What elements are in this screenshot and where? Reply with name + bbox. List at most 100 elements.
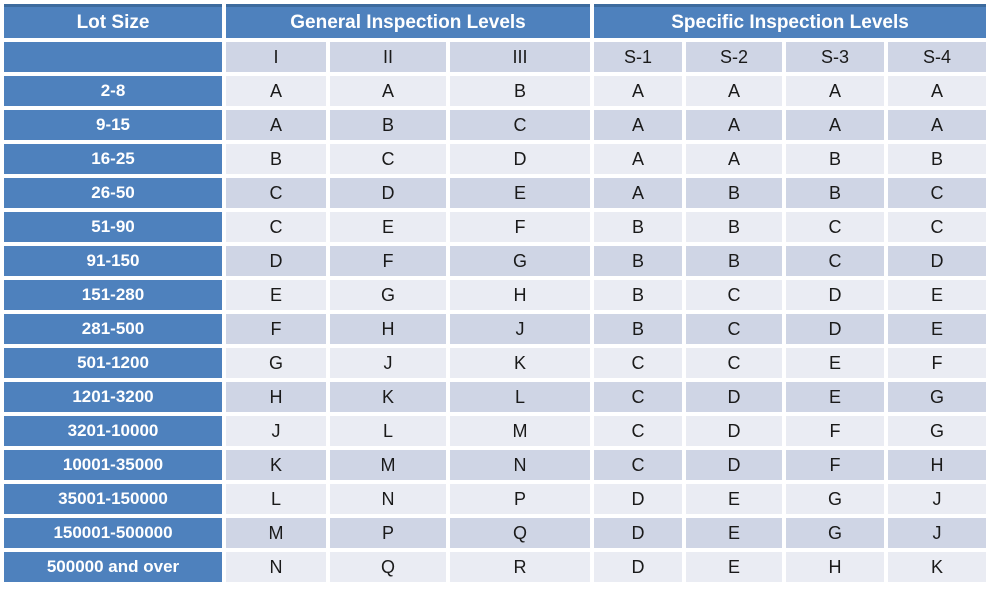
level-value-cell: B <box>450 76 590 106</box>
level-value-cell: C <box>686 280 782 310</box>
level-value-cell: G <box>786 518 884 548</box>
level-value-cell: J <box>450 314 590 344</box>
level-value-cell: H <box>226 382 326 412</box>
level-value-cell: Q <box>450 518 590 548</box>
level-value-cell: K <box>888 552 987 582</box>
header-general-inspection-levels: General Inspection Levels <box>226 4 590 38</box>
level-value-cell: G <box>450 246 590 276</box>
level-value-cell: D <box>594 552 682 582</box>
table-row: 3201-10000 J L M C D F G <box>4 416 987 446</box>
table-row: 51-90 C E F B B C C <box>4 212 987 242</box>
level-value-cell: G <box>888 416 987 446</box>
level-value-cell: N <box>450 450 590 480</box>
level-value-cell: N <box>330 484 446 514</box>
level-value-cell: B <box>686 212 782 242</box>
level-value-cell: L <box>226 484 326 514</box>
table-row: 91-150 D F G B B C D <box>4 246 987 276</box>
level-value-cell: F <box>330 246 446 276</box>
level-value-cell: D <box>594 484 682 514</box>
table-row: 501-1200 G J K C C E F <box>4 348 987 378</box>
level-value-cell: C <box>226 178 326 208</box>
lot-size-cell: 150001-500000 <box>4 518 222 548</box>
level-value-cell: A <box>594 110 682 140</box>
level-value-cell: C <box>786 212 884 242</box>
table-row: 281-500 F H J B C D E <box>4 314 987 344</box>
level-value-cell: A <box>594 76 682 106</box>
level-value-cell: D <box>686 416 782 446</box>
table-row: 2-8 A A B A A A A <box>4 76 987 106</box>
level-value-cell: C <box>594 348 682 378</box>
level-value-cell: H <box>888 450 987 480</box>
level-value-cell: A <box>686 144 782 174</box>
level-value-cell: C <box>594 416 682 446</box>
level-value-cell: C <box>686 348 782 378</box>
level-column-header: III <box>450 42 590 72</box>
level-value-cell: G <box>226 348 326 378</box>
level-value-cell: M <box>450 416 590 446</box>
level-value-cell: E <box>686 484 782 514</box>
level-value-cell: A <box>226 76 326 106</box>
level-value-cell: K <box>226 450 326 480</box>
lot-size-cell: 500000 and over <box>4 552 222 582</box>
header-specific-inspection-levels: Specific Inspection Levels <box>594 4 987 38</box>
level-value-cell: M <box>226 518 326 548</box>
level-value-cell: J <box>888 518 987 548</box>
level-value-cell: B <box>594 212 682 242</box>
level-value-cell: R <box>450 552 590 582</box>
level-value-cell: G <box>888 382 987 412</box>
level-value-cell: B <box>594 246 682 276</box>
lot-size-cell: 3201-10000 <box>4 416 222 446</box>
level-value-cell: E <box>786 382 884 412</box>
lot-size-cell: 1201-3200 <box>4 382 222 412</box>
level-value-cell: F <box>450 212 590 242</box>
level-column-header: I <box>226 42 326 72</box>
level-value-cell: E <box>686 518 782 548</box>
level-value-cell: C <box>786 246 884 276</box>
level-value-cell: B <box>330 110 446 140</box>
level-columns-row: I II III S-1 S-2 S-3 S-4 <box>4 42 987 72</box>
level-value-cell: A <box>888 76 987 106</box>
level-value-cell: H <box>330 314 446 344</box>
level-value-cell: B <box>594 314 682 344</box>
level-value-cell: D <box>594 518 682 548</box>
level-value-cell: C <box>594 382 682 412</box>
level-value-cell: A <box>686 76 782 106</box>
level-value-cell: C <box>450 110 590 140</box>
lot-size-cell: 16-25 <box>4 144 222 174</box>
level-value-cell: A <box>330 76 446 106</box>
level-value-cell: M <box>330 450 446 480</box>
lot-size-cell: 2-8 <box>4 76 222 106</box>
level-column-header: S-4 <box>888 42 987 72</box>
level-value-cell: D <box>450 144 590 174</box>
level-value-cell: K <box>450 348 590 378</box>
level-column-header: S-2 <box>686 42 782 72</box>
level-value-cell: N <box>226 552 326 582</box>
level-value-cell: F <box>786 450 884 480</box>
level-value-cell: A <box>594 178 682 208</box>
level-value-cell: G <box>330 280 446 310</box>
table-header-row: Lot Size General Inspection Levels Speci… <box>4 4 987 38</box>
level-value-cell: C <box>226 212 326 242</box>
table-row: 1201-3200 H K L C D E G <box>4 382 987 412</box>
level-value-cell: F <box>226 314 326 344</box>
table-row: 10001-35000 K M N C D F H <box>4 450 987 480</box>
table-row: 16-25 B C D A A B B <box>4 144 987 174</box>
lot-size-cell: 151-280 <box>4 280 222 310</box>
level-value-cell: D <box>226 246 326 276</box>
level-value-cell: J <box>330 348 446 378</box>
level-value-cell: L <box>450 382 590 412</box>
level-value-cell: C <box>686 314 782 344</box>
level-value-cell: B <box>786 178 884 208</box>
lot-size-cell: 281-500 <box>4 314 222 344</box>
level-value-cell: D <box>888 246 987 276</box>
level-value-cell: P <box>450 484 590 514</box>
level-value-cell: L <box>330 416 446 446</box>
level-value-cell: E <box>450 178 590 208</box>
level-value-cell: C <box>330 144 446 174</box>
level-value-cell: B <box>226 144 326 174</box>
lot-size-cell: 10001-35000 <box>4 450 222 480</box>
level-value-cell: D <box>786 314 884 344</box>
level-value-cell: B <box>594 280 682 310</box>
table-row: 26-50 C D E A B B C <box>4 178 987 208</box>
level-value-cell: A <box>786 76 884 106</box>
